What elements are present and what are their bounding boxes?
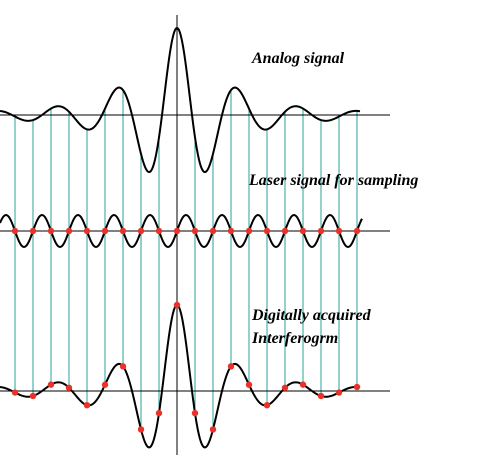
laser-sample-dot bbox=[173, 227, 181, 235]
laser-sample-dot bbox=[209, 227, 217, 235]
interferogram-sample-dot bbox=[119, 363, 127, 370]
interferogram-sample-dot bbox=[353, 383, 361, 391]
interferogram-sample-dot bbox=[227, 363, 235, 370]
interferogram-sample-dot bbox=[245, 381, 253, 388]
sample-dots bbox=[11, 227, 361, 433]
sampling-lines bbox=[14, 28, 358, 430]
laser-sample-dot bbox=[47, 227, 55, 235]
laser-sample-dot bbox=[101, 227, 109, 235]
laser-sample-dot bbox=[281, 227, 289, 235]
laser-sample-dot bbox=[245, 227, 253, 235]
interferogram-sample-dot bbox=[173, 301, 181, 309]
interferogram-sample-dot bbox=[281, 384, 289, 391]
laser-curve bbox=[0, 213, 363, 249]
interferogram-sample-dot bbox=[101, 381, 109, 388]
interferogram-sample-dot bbox=[191, 409, 199, 417]
interferogram-sample-dot bbox=[47, 381, 55, 388]
laser-sample-dot bbox=[137, 227, 145, 235]
laser-sample-dot bbox=[335, 227, 343, 235]
analog-label: Analog signal bbox=[251, 50, 345, 67]
digital-label: Interferogrm bbox=[251, 330, 338, 347]
interferogram-sample-dot bbox=[155, 409, 163, 417]
laser-sample-dot bbox=[11, 227, 19, 235]
laser-sample-dot bbox=[155, 227, 163, 235]
laser-sample-dot bbox=[263, 227, 271, 235]
laser-sample-dot bbox=[65, 227, 73, 235]
interferogram-sample-dot bbox=[137, 426, 145, 433]
laser-sample-dot bbox=[29, 227, 37, 235]
laser-sample-dot bbox=[227, 227, 235, 235]
laser-sample-dot bbox=[83, 227, 91, 235]
interferogram-sample-dot bbox=[335, 389, 343, 396]
interferogram-sample-dot bbox=[83, 401, 91, 409]
laser-sample-dot bbox=[119, 227, 127, 235]
laser-sample-dot bbox=[299, 227, 307, 235]
laser-sample-dot bbox=[191, 227, 199, 235]
laser-label: Laser signal for sampling bbox=[248, 172, 418, 189]
analog-curve bbox=[0, 26, 361, 174]
interferogram-sample-dot bbox=[299, 381, 307, 388]
interferogram-sample-dot bbox=[65, 384, 73, 391]
interferogram-sample-dot bbox=[317, 392, 325, 400]
interferogram-sample-dot bbox=[209, 426, 217, 433]
digital-label: Digitally acquired bbox=[251, 307, 372, 324]
laser-sample-dot bbox=[317, 227, 325, 235]
interferogram-sample-dot bbox=[11, 389, 19, 396]
laser-sample-dot bbox=[353, 227, 361, 235]
interferogram-curve bbox=[0, 303, 361, 449]
interferogram-sample-dot bbox=[29, 392, 37, 400]
interferogram-sample-dot bbox=[263, 401, 271, 409]
